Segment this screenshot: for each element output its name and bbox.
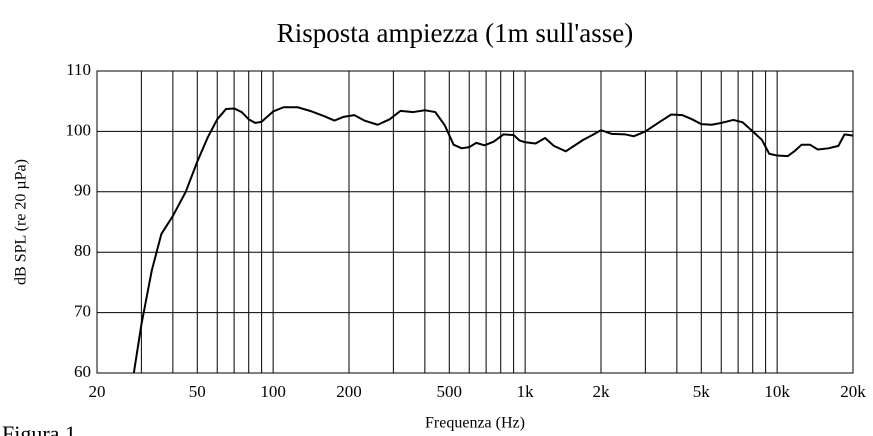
y-tick-label: 110 — [66, 60, 91, 79]
x-tick-label: 2k — [593, 382, 611, 401]
y-axis-label: dB SPL (re 20 µPa) — [13, 159, 30, 285]
x-axis-label: Frequenza (Hz) — [425, 415, 525, 432]
chart-title: Risposta ampiezza (1m sull'asse) — [277, 18, 634, 48]
y-tick-label: 60 — [74, 362, 91, 381]
x-tick-label: 20 — [89, 382, 106, 401]
caption: Figura 1 — [2, 421, 76, 436]
plot-frame — [96, 70, 854, 374]
x-tick-label: 10k — [764, 382, 790, 401]
y-tick-label: 80 — [74, 241, 91, 260]
y-tick-label: 100 — [66, 120, 92, 139]
response-curve — [132, 106, 854, 374]
y-tick-label: 90 — [74, 181, 91, 200]
x-tick-label: 1k — [517, 382, 535, 401]
x-tick-label: 500 — [437, 382, 463, 401]
y-tick-label: 70 — [74, 302, 91, 321]
x-tick-label: 100 — [260, 382, 286, 401]
x-tick-label: 200 — [336, 382, 362, 401]
x-tick-label: 5k — [693, 382, 711, 401]
x-tick-label: 20k — [840, 382, 866, 401]
x-tick-label: 50 — [189, 382, 206, 401]
